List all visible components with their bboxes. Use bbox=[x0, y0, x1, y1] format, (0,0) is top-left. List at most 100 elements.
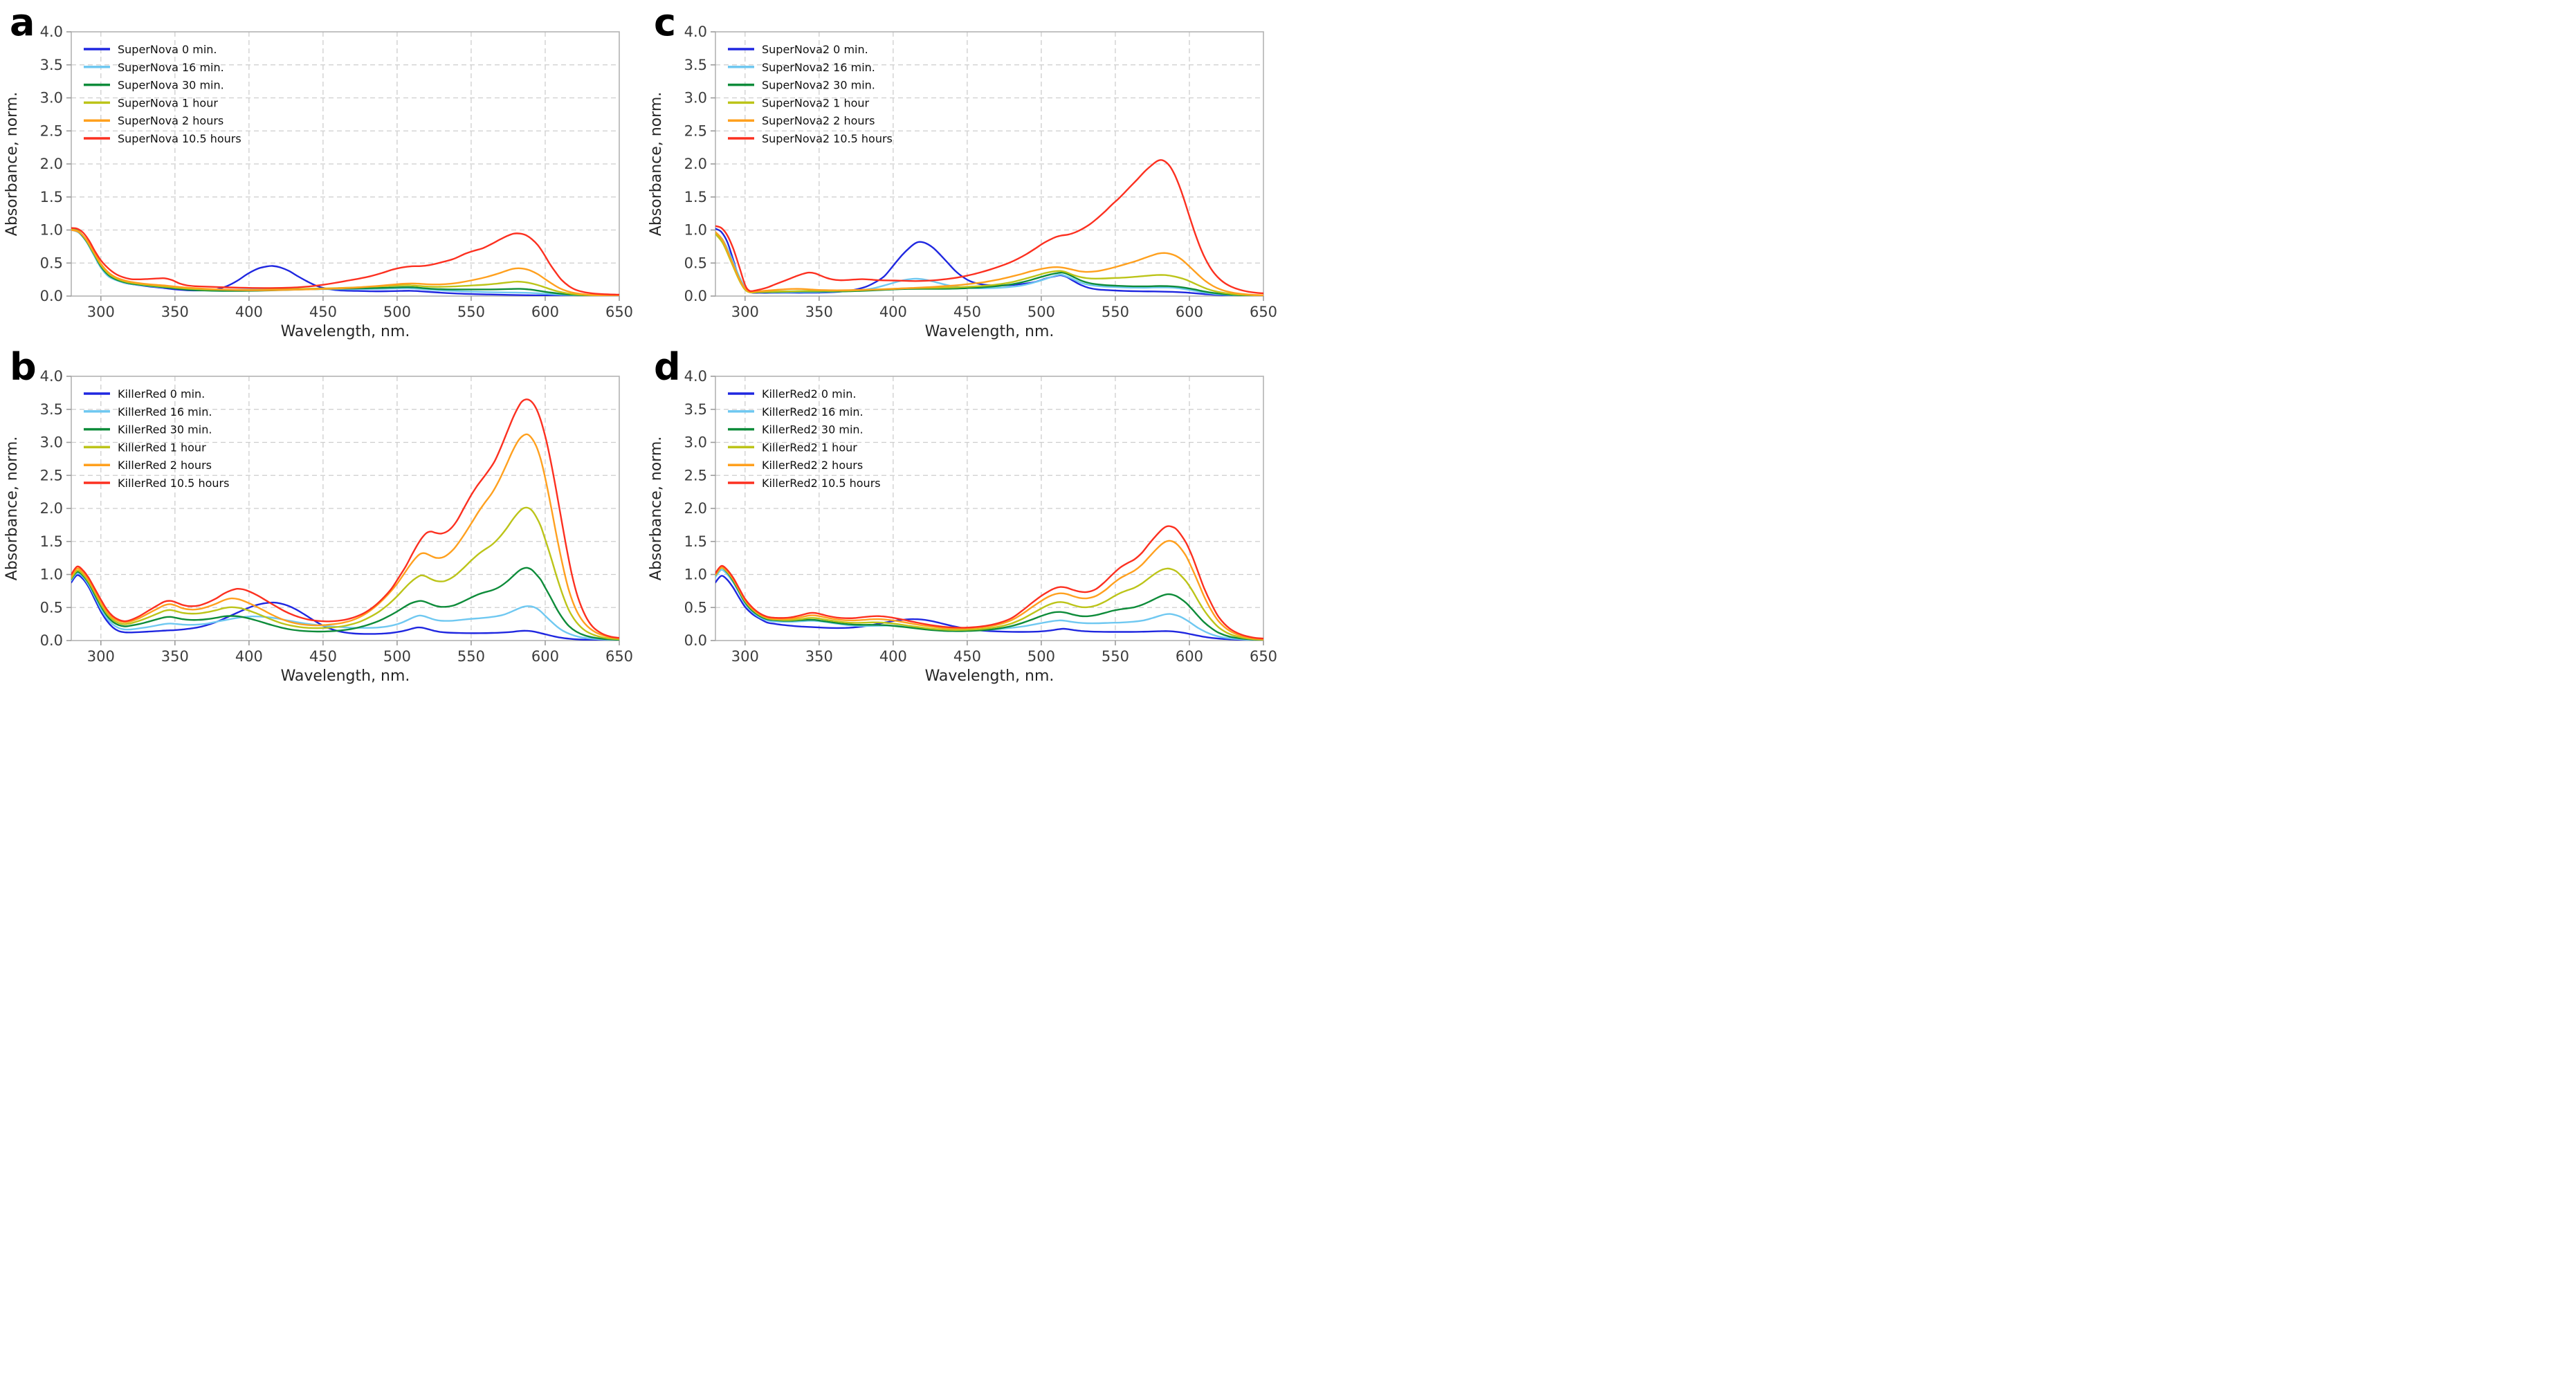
x-tick-label: 600 bbox=[531, 648, 559, 665]
y-tick-label: 2.0 bbox=[684, 156, 707, 172]
x-axis-label: Wavelength, nm. bbox=[925, 668, 1054, 685]
x-tick-label: 350 bbox=[161, 304, 189, 320]
series-line-supernova-1-hour bbox=[71, 228, 619, 296]
x-tick-label: 500 bbox=[383, 304, 411, 320]
legend-label: SuperNova2 10.5 hours bbox=[762, 132, 893, 145]
x-tick-label: 550 bbox=[457, 304, 485, 320]
y-tick-label: 0.0 bbox=[40, 632, 63, 649]
y-tick-label: 4.0 bbox=[684, 368, 707, 385]
y-tick-label: 1.5 bbox=[684, 189, 707, 205]
legend-label: SuperNova 10.5 hours bbox=[118, 132, 241, 145]
x-tick-label: 500 bbox=[383, 648, 411, 665]
x-tick-label: 600 bbox=[1176, 648, 1203, 665]
chart-canvas-d: 300 350 400 450 500 550 600 650 0.0 0.5 1.0 1.5 2.0 2… bbox=[648, 368, 1277, 685]
x-tick-label: 550 bbox=[1102, 648, 1129, 665]
legend-label: KillerRed 0 min. bbox=[118, 387, 205, 401]
x-tick-label: 650 bbox=[605, 304, 633, 320]
series-line-killerred2-1-hour bbox=[715, 567, 1263, 641]
y-tick-label: 0.5 bbox=[684, 599, 707, 616]
y-tick-label: 3.0 bbox=[684, 90, 707, 107]
y-tick-label: 0.5 bbox=[40, 599, 63, 616]
x-axis-label: Wavelength, nm. bbox=[281, 668, 410, 685]
x-tick-label: 450 bbox=[309, 304, 337, 320]
legend-label: KillerRed 16 min. bbox=[118, 405, 212, 418]
legend-label: KillerRed2 1 hour bbox=[762, 441, 857, 454]
x-tick-label: 550 bbox=[457, 648, 485, 665]
panel-letter-b: b bbox=[10, 345, 37, 389]
x-tick-label: 450 bbox=[953, 648, 981, 665]
y-tick-label: 0.5 bbox=[684, 255, 707, 271]
legend-label: SuperNova2 16 min. bbox=[762, 61, 875, 74]
series-group bbox=[71, 227, 619, 296]
series-line-supernova2-1-hour bbox=[715, 233, 1263, 296]
y-tick-label: 2.0 bbox=[684, 500, 707, 517]
y-tick-label: 1.0 bbox=[40, 222, 63, 239]
series-group bbox=[715, 159, 1263, 296]
legend-label: SuperNova2 1 hour bbox=[762, 96, 870, 109]
x-tick-label: 650 bbox=[1250, 304, 1277, 320]
y-tick-label: 3.0 bbox=[684, 434, 707, 451]
x-tick-label: 300 bbox=[731, 304, 759, 320]
series-line-supernova-2-hours bbox=[71, 229, 619, 296]
x-tick-label: 400 bbox=[235, 304, 263, 320]
x-tick-label: 300 bbox=[731, 648, 759, 665]
series-group bbox=[715, 525, 1263, 641]
x-tick-label: 650 bbox=[605, 648, 633, 665]
x-tick-label: 400 bbox=[879, 304, 907, 320]
x-tick-label: 350 bbox=[805, 304, 833, 320]
series-line-killerred2-10-5-hours bbox=[715, 525, 1263, 640]
panel-c: c 300 350 400 450 500 550 600 650 0.0 0.5 1.0 1.5 2.… bbox=[644, 0, 1288, 344]
x-tick-label: 300 bbox=[87, 304, 115, 320]
x-tick-label: 300 bbox=[87, 648, 115, 665]
y-tick-label: 3.5 bbox=[684, 57, 707, 73]
y-axis-label: Absorbance, norm. bbox=[3, 436, 21, 580]
legend-label: SuperNova 1 hour bbox=[118, 96, 218, 109]
series-line-killerred2-30-min bbox=[715, 567, 1263, 641]
x-tick-label: 450 bbox=[953, 304, 981, 320]
y-tick-label: 3.5 bbox=[40, 57, 63, 73]
y-tick-label: 0.0 bbox=[684, 632, 707, 649]
x-axis-label: Wavelength, nm. bbox=[281, 323, 410, 340]
y-tick-label: 1.0 bbox=[40, 567, 63, 583]
x-tick-label: 400 bbox=[879, 648, 907, 665]
y-tick-label: 1.0 bbox=[684, 567, 707, 583]
chart-canvas-b: 300 350 400 450 500 550 600 650 0.0 0.5 1.0 1.5 2.0 2… bbox=[3, 368, 633, 685]
legend-label: KillerRed 30 min. bbox=[118, 423, 212, 436]
x-tick-label: 450 bbox=[309, 648, 337, 665]
chart-canvas-c: 300 350 400 450 500 550 600 650 0.0 0.5 1.0 1.5 2.0 2… bbox=[648, 24, 1277, 340]
panel-a: a 300 350 400 450 500 550 600 650 0.0 0.5 1.0 1.5 2.… bbox=[0, 0, 644, 344]
y-tick-label: 2.0 bbox=[40, 156, 63, 172]
y-tick-label: 3.5 bbox=[40, 401, 63, 418]
y-tick-label: 4.0 bbox=[40, 24, 63, 40]
legend-label: KillerRed2 0 min. bbox=[762, 387, 856, 401]
panel-b: b 300 350 400 450 500 550 600 650 0.0 0.5 1.0 1.5 2.… bbox=[0, 344, 644, 689]
panel-letter-a: a bbox=[10, 1, 35, 44]
y-tick-label: 3.0 bbox=[40, 90, 63, 107]
y-tick-label: 2.5 bbox=[40, 467, 63, 484]
y-axis-label: Absorbance, norm. bbox=[648, 436, 665, 580]
legend-label: KillerRed2 16 min. bbox=[762, 405, 864, 418]
y-tick-label: 4.0 bbox=[40, 368, 63, 385]
x-tick-label: 500 bbox=[1027, 304, 1055, 320]
legend-label: SuperNova2 2 hours bbox=[762, 114, 875, 127]
y-tick-label: 2.5 bbox=[40, 122, 63, 139]
series-line-killerred2-2-hours bbox=[715, 540, 1263, 641]
y-tick-label: 3.5 bbox=[684, 401, 707, 418]
legend-label: SuperNova2 0 min. bbox=[762, 43, 868, 56]
y-tick-label: 2.5 bbox=[684, 467, 707, 484]
legend-label: KillerRed 2 hours bbox=[118, 459, 212, 472]
y-tick-label: 1.0 bbox=[684, 222, 707, 239]
y-tick-label: 2.5 bbox=[684, 122, 707, 139]
x-tick-label: 500 bbox=[1027, 648, 1055, 665]
y-tick-label: 0.0 bbox=[684, 288, 707, 304]
legend-label: SuperNova 0 min. bbox=[118, 43, 217, 56]
x-axis-label: Wavelength, nm. bbox=[925, 323, 1054, 340]
panel-d: d 300 350 400 450 500 550 600 650 0.0 0.5 1.0 1.5 2.… bbox=[644, 344, 1288, 689]
y-tick-label: 4.0 bbox=[684, 24, 707, 40]
legend-label: SuperNova2 30 min. bbox=[762, 79, 875, 92]
x-tick-label: 600 bbox=[1176, 304, 1203, 320]
legend-label: KillerRed2 30 min. bbox=[762, 423, 864, 436]
series-line-supernova-10-5-hours bbox=[71, 227, 619, 296]
y-tick-label: 1.5 bbox=[684, 533, 707, 550]
legend-label: SuperNova 16 min. bbox=[118, 61, 224, 74]
